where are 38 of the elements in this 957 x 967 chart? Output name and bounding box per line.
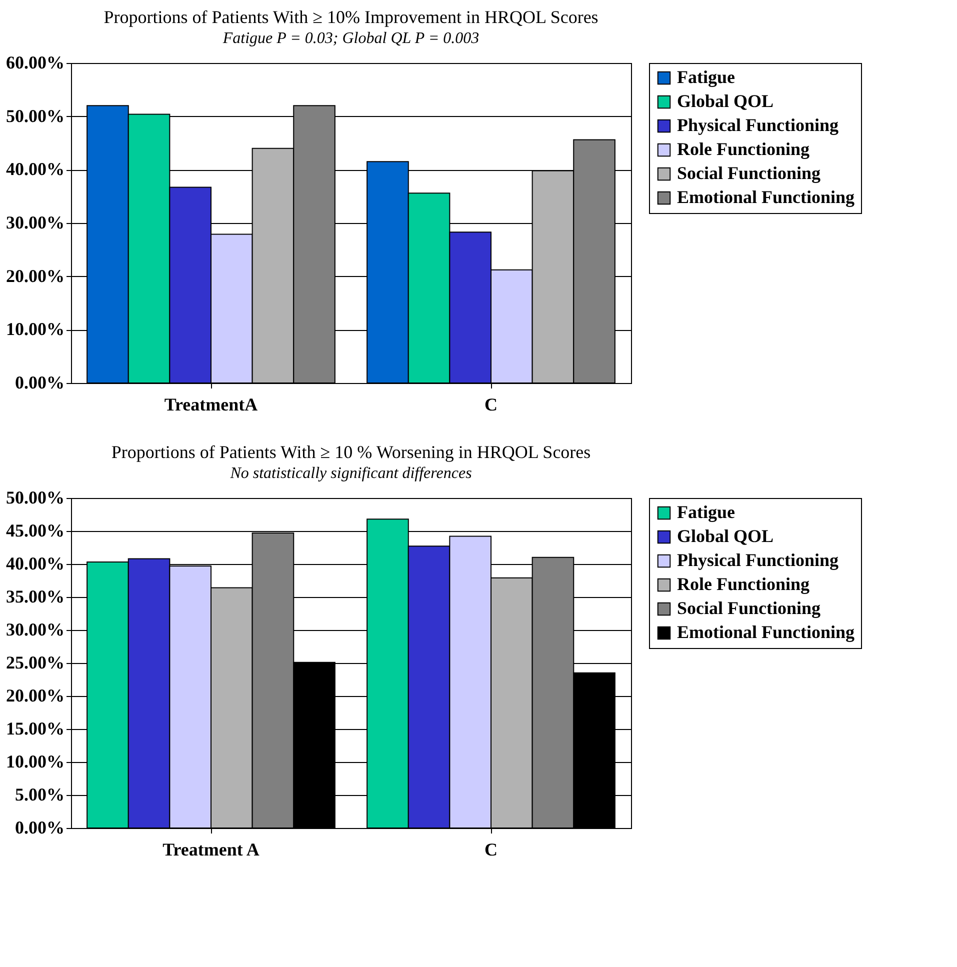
y-tick-label: 30.00% bbox=[6, 620, 64, 640]
y-tick-label: 20.00% bbox=[6, 686, 64, 706]
y-tick-label: 0.00% bbox=[15, 372, 64, 392]
y-tick-label: 50.00% bbox=[6, 488, 64, 508]
legend-label: Social Functioning bbox=[677, 598, 821, 618]
y-tick-label: 20.00% bbox=[6, 266, 64, 286]
legend-label: Emotional Functioning bbox=[677, 187, 855, 207]
chart-subtitle: No statistically significant differences bbox=[229, 465, 472, 482]
y-tick-label: 30.00% bbox=[6, 212, 64, 232]
legend-label: Physical Functioning bbox=[677, 115, 839, 135]
x-tick-label: C bbox=[484, 840, 498, 860]
y-tick-label: 25.00% bbox=[6, 652, 64, 672]
y-tick-label: 35.00% bbox=[6, 586, 64, 606]
y-tick-label: 10.00% bbox=[6, 752, 64, 772]
y-tick-label: 10.00% bbox=[6, 319, 64, 340]
x-tick-label: Treatment A bbox=[162, 840, 260, 860]
chart-title: Proportions of Patients With ≥ 10 % Worsening in HRQOL Scores bbox=[111, 442, 591, 462]
legend-label: Role Functioning bbox=[677, 574, 810, 594]
chart-subtitle: Fatigue P = 0.03; Global QL P = 0.003 bbox=[222, 30, 480, 47]
x-tick-label: TreatmentA bbox=[164, 394, 258, 414]
legend-label: Global QOL bbox=[677, 526, 774, 546]
legend-label: Fatigue bbox=[677, 67, 735, 87]
legend-label: Physical Functioning bbox=[677, 550, 839, 570]
y-tick-label: 0.00% bbox=[15, 818, 64, 838]
y-tick-label: 15.00% bbox=[6, 718, 64, 738]
legend-label: Fatigue bbox=[677, 502, 735, 522]
y-tick-label: 50.00% bbox=[6, 106, 64, 126]
legend-label: Emotional Functioning bbox=[677, 622, 855, 642]
y-tick-label: 40.00% bbox=[6, 159, 64, 180]
legend-label: Role Functioning bbox=[677, 139, 810, 159]
legend-label: Global QOL bbox=[677, 91, 774, 111]
legend-label: Social Functioning bbox=[677, 163, 821, 183]
y-tick-label: 60.00% bbox=[6, 52, 64, 72]
y-tick-label: 5.00% bbox=[15, 784, 64, 804]
y-tick-label: 45.00% bbox=[6, 520, 64, 540]
x-tick-label: C bbox=[484, 394, 498, 414]
chart-title: Proportions of Patients With ≥ 10% Improvement in HRQOL Scores bbox=[104, 7, 598, 27]
y-tick-label: 40.00% bbox=[6, 554, 64, 574]
